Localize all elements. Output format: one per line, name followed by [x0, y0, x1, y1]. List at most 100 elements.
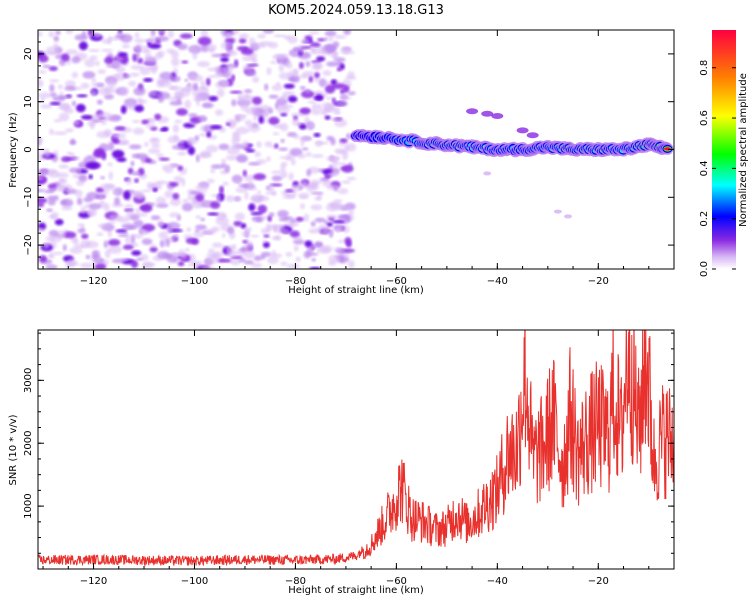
noise-blob: [177, 151, 187, 156]
noise-blob: [199, 183, 210, 187]
noise-blob: [71, 71, 79, 79]
noise-blob: [336, 66, 342, 72]
noise-blob: [244, 250, 255, 259]
noise-blob: [102, 38, 111, 44]
noise-blob: [139, 66, 151, 76]
noise-blob: [270, 60, 277, 65]
noise-blob: [254, 151, 261, 157]
y-tick-label: 2000: [23, 430, 34, 455]
secondary-trace: [481, 110, 494, 117]
noise-blob: [84, 58, 96, 68]
noise-blob: [40, 104, 53, 109]
noise-blob: [283, 83, 295, 89]
noise-blob: [157, 222, 165, 227]
noise-blob: [161, 126, 169, 131]
noise-blob: [347, 260, 355, 269]
noise-blob: [49, 128, 54, 136]
noise-blob: [116, 157, 127, 163]
noise-blob: [245, 107, 258, 115]
noise-blob: [39, 255, 47, 263]
noise-blob: [136, 192, 145, 200]
noise-blob: [341, 164, 354, 173]
noise-blob: [78, 41, 88, 51]
noise-blob: [184, 99, 191, 109]
noise-blob: [117, 233, 128, 237]
noise-blob: [214, 109, 224, 116]
noise-blob: [292, 118, 300, 127]
noise-blob: [131, 153, 141, 159]
noise-blob: [100, 183, 114, 189]
noise-blob: [274, 235, 282, 241]
noise-blob: [260, 251, 272, 257]
noise-blob: [244, 191, 249, 200]
noise-blob: [47, 254, 56, 259]
noise-blob: [314, 241, 323, 248]
noise-blob: [107, 141, 115, 151]
noise-blob: [335, 248, 346, 255]
noise-blob: [321, 81, 334, 85]
noise-blob: [266, 156, 271, 162]
noise-blob: [341, 180, 351, 185]
noise-blob: [182, 202, 193, 212]
noise-blob: [334, 106, 341, 114]
noise-blob: [132, 44, 146, 52]
noise-blob: [80, 82, 90, 89]
noise-blob: [46, 208, 53, 213]
noise-blob: [98, 87, 111, 96]
noise-blob: [49, 101, 61, 106]
noise-blob: [38, 152, 43, 157]
noise-blob: [91, 82, 99, 87]
noise-blob: [231, 99, 237, 107]
noise-blob: [180, 178, 186, 187]
noise-blob: [114, 197, 121, 206]
noise-blob: [38, 70, 47, 74]
noise-blob: [253, 173, 266, 181]
noise-blob: [178, 139, 185, 145]
noise-blob: [208, 74, 216, 79]
noise-blob: [167, 30, 175, 39]
colorbar-gradient: [712, 30, 736, 269]
noise-blob: [134, 105, 144, 113]
noise-blob: [143, 77, 153, 83]
noise-blob: [78, 174, 88, 182]
noise-blob: [278, 147, 289, 151]
noise-blob: [272, 54, 283, 60]
noise-blob: [156, 91, 171, 100]
y-tick-label: 20: [23, 48, 34, 61]
noise-blob: [250, 234, 260, 238]
noise-blob: [332, 41, 340, 48]
noise-blob: [315, 94, 324, 101]
noise-blob: [96, 131, 111, 139]
noise-blob: [50, 211, 59, 221]
noise-blob: [252, 96, 262, 105]
noise-blob: [210, 201, 221, 209]
noise-blob: [219, 213, 227, 218]
noise-blob: [214, 72, 223, 78]
noise-blob: [147, 118, 156, 124]
noise-blob: [278, 72, 291, 80]
noise-blob: [195, 154, 200, 163]
noise-blob: [251, 215, 262, 223]
noise-blob: [65, 80, 76, 88]
noise-blob: [328, 255, 340, 263]
noise-blob: [301, 46, 313, 49]
noise-blob: [326, 61, 339, 67]
noise-blob: [323, 37, 328, 41]
noise-blob: [325, 202, 338, 212]
noise-blob: [74, 34, 88, 41]
x-tick-label: −20: [588, 576, 609, 587]
noise-blob: [158, 157, 170, 161]
noise-blob: [150, 215, 161, 221]
noise-blob: [166, 163, 177, 169]
noise-blob: [326, 222, 333, 227]
noise-blob: [192, 232, 205, 238]
noise-blob: [129, 191, 138, 198]
noise-blob: [104, 56, 114, 64]
spectrogram-marks: [38, 30, 674, 269]
noise-blob: [264, 141, 273, 148]
noise-blob: [295, 216, 304, 222]
noise-blob: [112, 132, 127, 139]
noise-blob: [289, 230, 300, 238]
noise-blob: [97, 69, 106, 75]
